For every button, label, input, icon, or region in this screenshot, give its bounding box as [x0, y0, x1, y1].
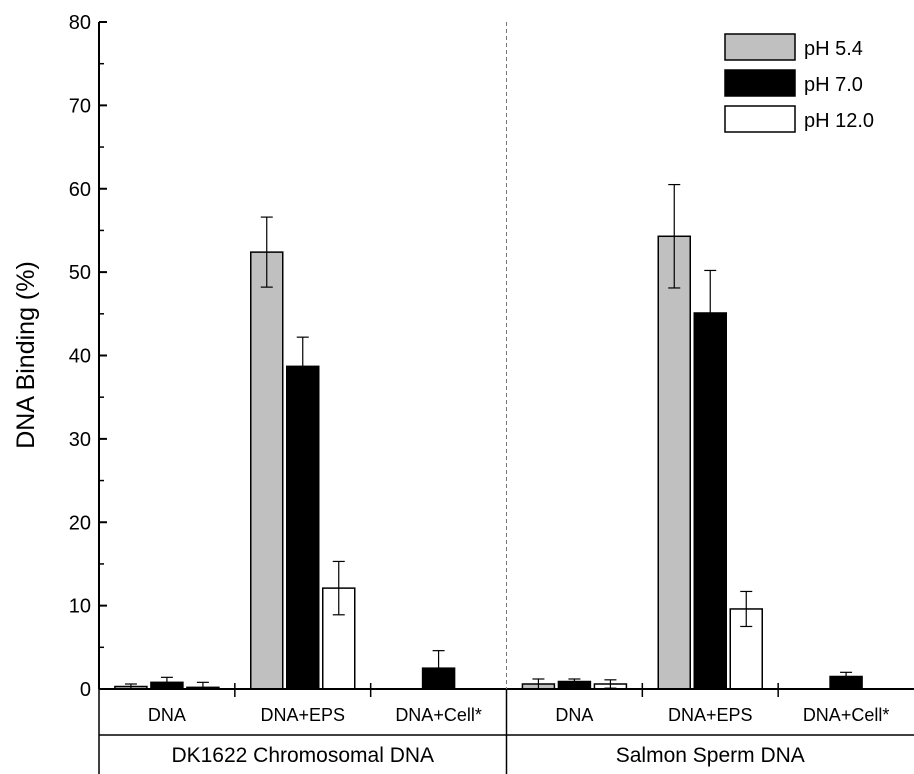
y-tick-label: 20: [69, 512, 91, 534]
y-tick-label: 0: [80, 679, 91, 701]
legend-label: pH 7.0: [804, 74, 863, 96]
legend: pH 5.4 pH 7.0 pH 12.0: [724, 33, 874, 133]
category-label: DNA: [555, 705, 593, 725]
y-tick-label: 50: [69, 262, 91, 284]
category-label: DNA+Cell*: [395, 705, 482, 725]
y-axis-title: DNA Binding (%): [12, 261, 40, 449]
y-tick-label: 80: [69, 12, 91, 34]
bar: [693, 312, 727, 690]
group-label: DK1622 Chromosomal DNA: [171, 744, 434, 767]
y-axis: 0 10 20 30 40 50 60 70 80: [69, 12, 107, 701]
bar: [250, 251, 284, 690]
category-label: DNA: [148, 705, 186, 725]
bar: [657, 235, 691, 690]
y-tick-label: 40: [69, 346, 91, 368]
bars: [114, 235, 863, 690]
legend-label: pH 12.0: [804, 110, 874, 132]
legend-swatch: [724, 33, 796, 61]
y-tick-label: 60: [69, 179, 91, 201]
y-tick-label: 30: [69, 429, 91, 451]
group-label: Salmon Sperm DNA: [616, 744, 805, 767]
legend-swatch: [724, 69, 796, 97]
y-tick-label: 70: [69, 95, 91, 117]
x-axis: DNA DNA+EPS DNA+Cell* DNA DNA+EPS DNA+Cell* DK…: [98, 22, 914, 774]
category-label: DNA+EPS: [668, 705, 753, 725]
category-label: DNA+EPS: [260, 705, 345, 725]
y-tick-label: 10: [69, 596, 91, 618]
legend-label: pH 5.4: [804, 38, 863, 60]
category-label: DNA+Cell*: [803, 705, 890, 725]
legend-swatch: [724, 105, 796, 133]
bar: [286, 365, 320, 690]
